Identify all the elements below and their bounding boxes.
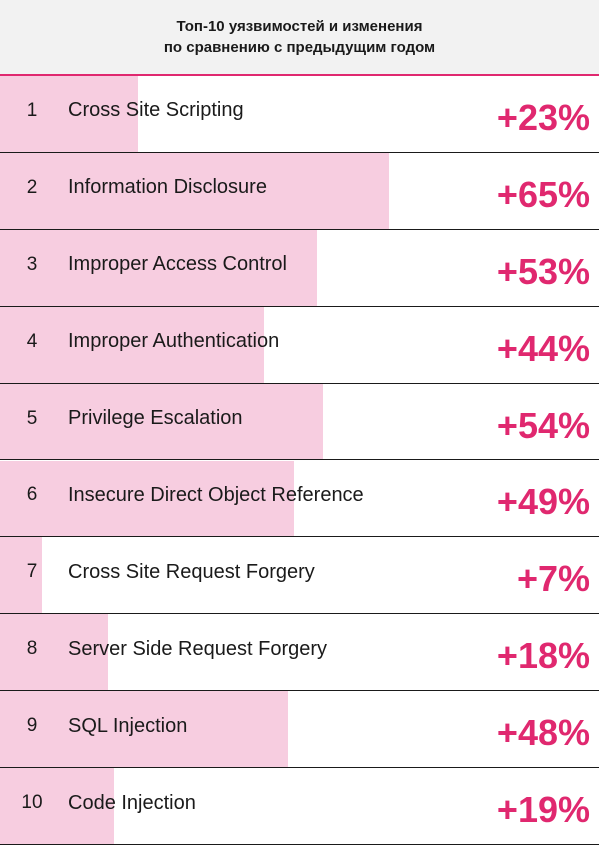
chart-row: 6 Insecure Direct Object Reference +49% [0, 460, 599, 538]
value-label: +19% [496, 789, 590, 831]
bar-6 [0, 460, 294, 537]
chart-row: 9 SQL Injection +48% [0, 691, 599, 769]
chart-row: 8 Server Side Request Forgery +18% [0, 614, 599, 692]
vulnerability-bar-chart: 1 Cross Site Scripting +23% 2 Information Di… [0, 76, 599, 845]
bar-4 [0, 306, 264, 383]
chart-row: 4 Improper Authentication +44% [0, 306, 599, 384]
chart-row: 10 Code Injection +19% [0, 768, 599, 845]
bar-5 [0, 383, 324, 460]
bar-7 [0, 537, 42, 614]
value-label: +23% [496, 96, 590, 138]
rank-label: 8 [26, 638, 38, 660]
bar-8 [0, 614, 108, 691]
bar-2 [0, 152, 390, 229]
chart-title-line-2: по сравнению с предыдущим годом [163, 39, 436, 56]
value-label: +54% [496, 404, 590, 446]
category-label: Improper Authentication [68, 330, 280, 353]
rank-label: 1 [26, 99, 38, 121]
bar-1 [0, 76, 138, 152]
value-label: +44% [496, 327, 590, 369]
category-label: Insecure Direct Object Reference [68, 483, 364, 506]
rank-label: 7 [26, 561, 38, 583]
category-label: Privilege Escalation [68, 407, 243, 430]
value-label: +53% [496, 250, 590, 292]
value-label: +48% [496, 712, 590, 754]
category-label: Cross Site Scripting [68, 99, 244, 122]
bar-3 [0, 229, 318, 306]
chart-row: 5 Privilege Escalation +54% [0, 383, 599, 461]
rank-label: 2 [26, 176, 38, 198]
bar-10 [0, 768, 114, 844]
category-label: SQL Injection [68, 714, 188, 737]
chart-row: 1 Cross Site Scripting +23% [0, 76, 599, 153]
chart-row: 2 Information Disclosure +65% [0, 152, 599, 230]
value-label: +49% [496, 481, 590, 523]
category-label: Server Side Request Forgery [68, 637, 328, 660]
value-label: +18% [496, 635, 590, 677]
bar-9 [0, 691, 288, 768]
rank-label: 6 [26, 484, 38, 506]
category-label: Code Injection [68, 791, 196, 814]
rank-label: 9 [26, 715, 38, 737]
rank-label: 10 [21, 792, 43, 814]
value-label: +65% [496, 173, 590, 215]
chart-row: 3 Improper Access Control +53% [0, 229, 599, 307]
category-label: Cross Site Request Forgery [68, 560, 315, 583]
rank-label: 3 [26, 253, 38, 275]
category-label: Improper Access Control [68, 253, 287, 276]
chart-row: 7 Cross Site Request Forgery +7% [0, 537, 599, 615]
rank-label: 5 [26, 407, 38, 429]
rank-label: 4 [26, 330, 38, 352]
value-label: +7% [516, 558, 590, 600]
category-label: Information Disclosure [68, 176, 267, 199]
chart-header: Топ-10 уязвимостей и изменения по сравне… [0, 0, 599, 76]
chart-title-line-1: Топ-10 уязвимостей и изменения [176, 18, 423, 35]
